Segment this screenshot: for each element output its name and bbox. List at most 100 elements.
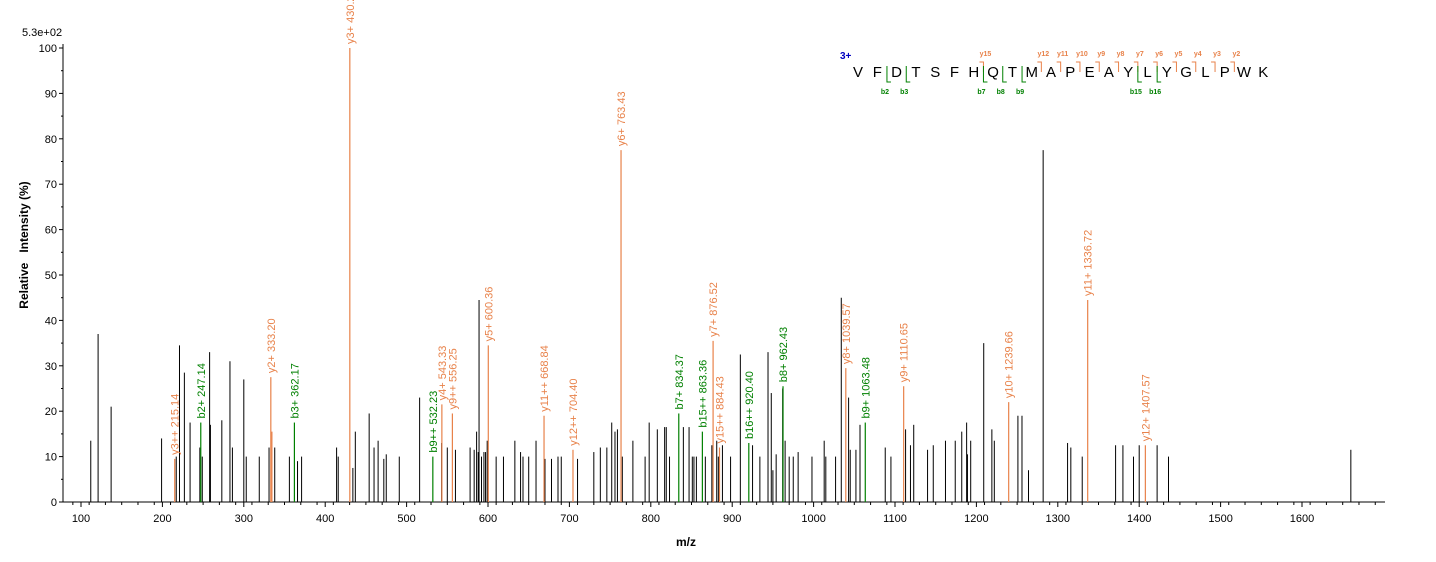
b-ion-bracket xyxy=(905,66,911,83)
x-tick-label: 500 xyxy=(397,513,415,525)
b-ion-marker: b8 xyxy=(997,89,1005,96)
b-ion-marker: b3 xyxy=(900,89,908,96)
residue: Y xyxy=(1162,64,1172,81)
residue: M xyxy=(1025,64,1038,81)
y-ion-marker: y12 xyxy=(1038,51,1050,58)
y-ion-label: y3+ 430.25 xyxy=(345,0,357,44)
residue: T xyxy=(911,64,920,81)
residue: A xyxy=(1104,64,1114,81)
b-ion-marker: b2 xyxy=(881,89,889,96)
y-ion-marker: y3 xyxy=(1213,51,1221,58)
y-ion-bracket xyxy=(1153,61,1158,72)
residue: W xyxy=(1237,64,1252,81)
y-ion-bracket xyxy=(979,61,984,72)
x-tick-label: 1600 xyxy=(1290,513,1314,525)
y-tick-label: 20 xyxy=(45,406,57,418)
y-ion-label: y7+ 876.52 xyxy=(708,282,720,337)
x-tick-label: 300 xyxy=(235,513,253,525)
b-ion-bracket xyxy=(1002,66,1007,83)
scale-label: 5.3e+02 xyxy=(22,27,62,39)
b-ion-label: b7+ 834.37 xyxy=(674,354,686,409)
residue: F xyxy=(950,64,959,81)
b-ion-marker: b7 xyxy=(977,89,985,96)
residue: G xyxy=(1180,64,1192,81)
y-tick-label: 50 xyxy=(45,270,57,282)
y-tick-label: 40 xyxy=(45,315,57,327)
y-ion-marker: y9 xyxy=(1097,51,1105,58)
y-ion-label: y6+ 763.43 xyxy=(616,91,628,146)
peaks xyxy=(90,48,1352,502)
y-ion-label: y9++ 556.25 xyxy=(447,348,459,409)
b-ion-label: b8+ 962.43 xyxy=(778,327,790,382)
y-ion-bracket xyxy=(1133,61,1139,72)
b-ion-label: b2+ 247.14 xyxy=(196,363,208,418)
y-ion-label: y12++ 704.40 xyxy=(568,378,580,445)
b-ion-bracket xyxy=(886,66,891,83)
y-tick-label: 60 xyxy=(45,225,57,237)
b-ion-bracket xyxy=(982,66,988,83)
y-ion-label: y15++ 884.43 xyxy=(715,376,727,443)
y-ion-marker: y4 xyxy=(1194,51,1202,58)
b-ion-label: b9+ 1063.48 xyxy=(860,357,872,418)
residue: P xyxy=(1220,64,1230,81)
x-axis-title: m/z xyxy=(676,535,696,549)
y-ion-label: y10+ 1239.66 xyxy=(1004,331,1016,398)
b-ion-bracket xyxy=(1021,66,1027,83)
residue: K xyxy=(1258,64,1268,81)
peak-labels: y3++ 215.14 b2+ 247.14 y2+ 333.20 b3+ 362.1… xyxy=(170,0,1153,455)
y-ion-bracket xyxy=(1191,61,1197,72)
residue: P xyxy=(1065,64,1075,81)
y-ion-marker: y8 xyxy=(1117,51,1125,58)
residue: L xyxy=(1143,64,1151,81)
y-ion-bracket xyxy=(1095,61,1100,72)
y-ion-label: y8+ 1039.57 xyxy=(841,303,853,364)
x-tick-label: 400 xyxy=(316,513,334,525)
y-ion-label: y2+ 333.20 xyxy=(266,318,278,373)
y-ion-label: y3++ 215.14 xyxy=(170,394,182,455)
residue: Q xyxy=(987,64,999,81)
x-tick-label: 900 xyxy=(723,513,741,525)
residue: D xyxy=(891,64,902,81)
y-tick-label: 80 xyxy=(45,134,57,146)
residue: L xyxy=(1201,64,1209,81)
y-ion-label: y11++ 668.84 xyxy=(539,345,551,411)
b-ion-marker: b16 xyxy=(1149,89,1161,96)
b-ion-label: b9++ 532.23 xyxy=(428,391,440,453)
x-tick-label: 1200 xyxy=(964,513,988,525)
y-ion-label: y4+ 543.33 xyxy=(437,346,449,401)
y-ion-bracket xyxy=(1230,61,1235,72)
b-ion-marker: b15 xyxy=(1130,89,1142,96)
y-ion-marker: y5 xyxy=(1175,51,1183,58)
charge-state: 3+ xyxy=(840,51,852,62)
y-ion-label: y9+ 1110.65 xyxy=(899,323,911,382)
residue: A xyxy=(1046,64,1056,81)
y-ion-marker: y6 xyxy=(1155,51,1163,58)
residue: Y xyxy=(1123,64,1133,81)
y-ion-bracket xyxy=(1056,61,1062,72)
y-ion-label: y5+ 600.36 xyxy=(483,287,495,342)
x-tick-label: 200 xyxy=(153,513,171,525)
x-tick-label: 1100 xyxy=(883,513,907,525)
x-tick-label: 600 xyxy=(479,513,497,525)
b-ion-label: b3+ 362.17 xyxy=(289,363,301,418)
residue: S xyxy=(930,64,940,81)
residue: V xyxy=(853,64,863,81)
y-ion-marker: y11 xyxy=(1057,51,1068,58)
b-ion-label: b15++ 863.36 xyxy=(697,360,709,428)
y-ion-label: y12+ 1407.57 xyxy=(1140,374,1152,441)
x-tick-label: 800 xyxy=(642,513,660,525)
y-ion-bracket xyxy=(1075,61,1081,72)
y-ion-bracket xyxy=(1172,61,1177,72)
x-tick-label: 1500 xyxy=(1208,513,1232,525)
y-tick-label: 30 xyxy=(45,361,57,373)
y-tick-label: 10 xyxy=(45,452,57,464)
y-tick-label: 90 xyxy=(45,88,57,100)
x-tick-label: 100 xyxy=(72,513,90,525)
x-tick-label: 1000 xyxy=(801,513,825,525)
b-ion-bracket xyxy=(1156,66,1162,83)
y-ion-bracket xyxy=(1114,61,1120,72)
y-ion-label: y11+ 1336.72 xyxy=(1083,230,1095,296)
y-tick-label: 70 xyxy=(45,179,57,191)
